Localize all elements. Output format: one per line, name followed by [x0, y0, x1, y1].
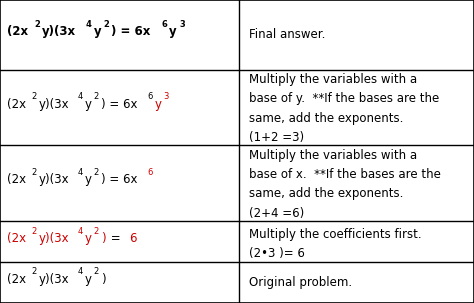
Text: y)(3x: y)(3x [38, 272, 69, 285]
Text: 6: 6 [148, 168, 153, 177]
Text: 4: 4 [78, 92, 83, 102]
Text: (2x: (2x [7, 231, 26, 245]
Text: Multiply the variables with a: Multiply the variables with a [249, 73, 417, 86]
Text: Multiply the coefficients first.: Multiply the coefficients first. [249, 228, 421, 241]
Text: Final answer.: Final answer. [249, 28, 325, 41]
Text: (2+4 =6): (2+4 =6) [249, 207, 304, 220]
Text: y: y [85, 173, 92, 186]
Text: y)(3x: y)(3x [38, 98, 69, 111]
Text: y: y [85, 231, 92, 245]
Text: (2•3 )= 6: (2•3 )= 6 [249, 247, 305, 260]
Text: 2: 2 [94, 268, 99, 276]
Text: 4: 4 [78, 227, 83, 235]
Text: 2: 2 [32, 168, 37, 177]
Text: y: y [155, 98, 162, 111]
Text: ) = 6x: ) = 6x [100, 173, 137, 186]
Text: (2x: (2x [7, 98, 26, 111]
Text: 2: 2 [94, 92, 99, 102]
Text: 2: 2 [32, 227, 37, 235]
Text: =: = [107, 231, 124, 245]
Text: y: y [169, 25, 177, 38]
Text: 4: 4 [86, 20, 92, 29]
Text: (2x: (2x [7, 173, 26, 186]
Text: base of y.  **If the bases are the: base of y. **If the bases are the [249, 92, 439, 105]
Text: y: y [93, 25, 101, 38]
Text: (1+2 =3): (1+2 =3) [249, 131, 304, 144]
Text: 3: 3 [179, 20, 185, 29]
Text: (2x: (2x [7, 272, 26, 285]
Text: ) = 6x: ) = 6x [111, 25, 150, 38]
Text: 2: 2 [94, 227, 99, 235]
Text: y)(3x: y)(3x [38, 173, 69, 186]
Text: same, add the exponents.: same, add the exponents. [249, 112, 403, 125]
Text: same, add the exponents.: same, add the exponents. [249, 187, 403, 200]
Text: ) = 6x: ) = 6x [100, 98, 137, 111]
Text: Original problem.: Original problem. [249, 276, 352, 289]
Text: 2: 2 [32, 92, 37, 102]
Text: ): ) [100, 272, 105, 285]
Text: y: y [85, 272, 92, 285]
Text: y)(3x: y)(3x [38, 231, 69, 245]
Text: Multiply the variables with a: Multiply the variables with a [249, 149, 417, 162]
Text: 2: 2 [35, 20, 40, 29]
Text: y: y [85, 98, 92, 111]
Text: 2: 2 [94, 168, 99, 177]
Text: 6: 6 [148, 92, 153, 102]
Text: 2: 2 [32, 268, 37, 276]
Text: base of x.  **If the bases are the: base of x. **If the bases are the [249, 168, 441, 181]
Text: 4: 4 [78, 168, 83, 177]
Text: 6: 6 [129, 231, 137, 245]
Text: ): ) [100, 231, 105, 245]
Text: 2: 2 [103, 20, 109, 29]
Text: 4: 4 [78, 268, 83, 276]
Text: (2x: (2x [7, 25, 28, 38]
Text: 3: 3 [164, 92, 169, 102]
Text: y)(3x: y)(3x [42, 25, 76, 38]
Text: 6: 6 [162, 20, 168, 29]
